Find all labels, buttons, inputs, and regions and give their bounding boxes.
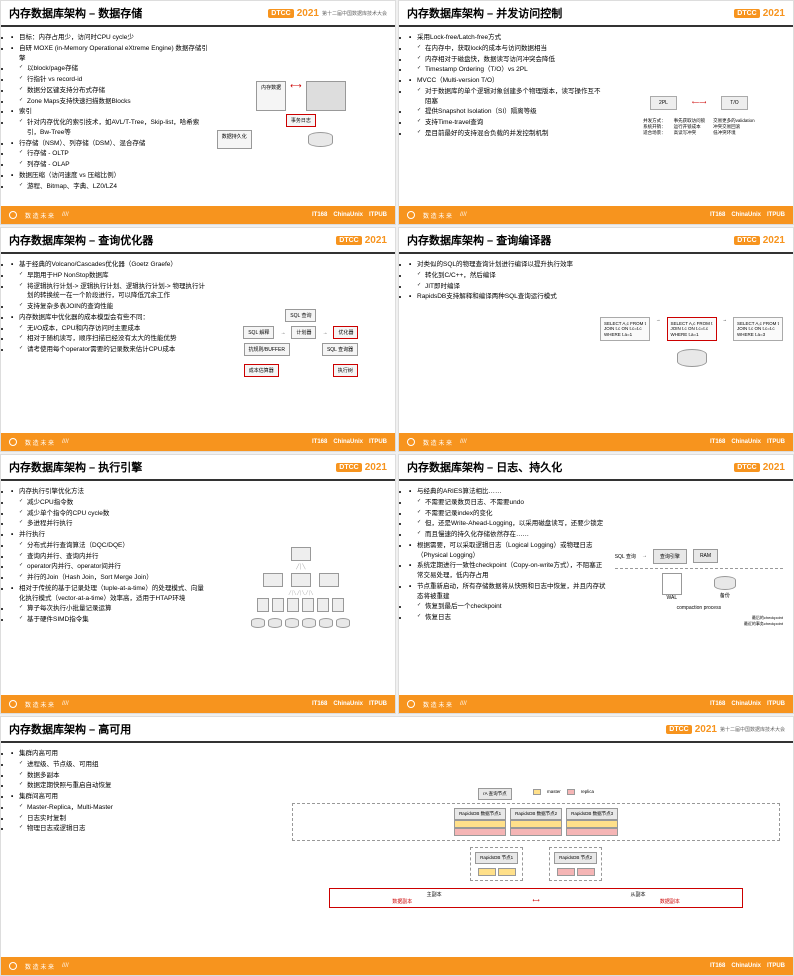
diagram: SQL 查询 SQL 解释→计划器→优化器 抗规则/BUFFERSQL 查询器 … — [217, 260, 385, 426]
bullet-item: 分布式并行查询算法（DQC/DQE） — [11, 541, 209, 551]
bullet-item: 列存储 - OLAP — [11, 160, 209, 170]
bullet-item: 减少单个指令的CPU cycle数 — [11, 509, 209, 519]
bullet-item: 查询内并行、查询内并行 — [11, 552, 209, 562]
bullet-item: 在内存中，获取lock的成本与访问数据相当 — [409, 44, 607, 54]
bullets: 与经典的ARIES算法相比……不需要记录数页日志、不需要undo不需要记录ind… — [409, 487, 607, 688]
bullet-item: 相对于随机读写，顺序扫描已经没有太大的性能优势 — [11, 334, 209, 344]
bullet-item: RapidsDB支持解释和编译两种SQL查询运行模式 — [409, 292, 592, 302]
slide-storage: 内存数据库架构 – 数据存储 DTCC 2021 第十二届中国数据库技术大会 目… — [0, 0, 396, 225]
bullet-item: 多进程并行执行 — [11, 519, 209, 529]
bullet-item: 根据需要，可以采取逻辑日志（Logical Logging）或物理日志（Phys… — [409, 541, 607, 561]
bullet-item: 提供Snapshot Isolation（SI）隔离等级 — [409, 107, 607, 117]
footer: 数 造 未 来//// IT168ChinaUnixITPUB — [1, 206, 395, 224]
slide-logging: 内存数据库架构 – 日志、持久化DTCC2021 与经典的ARIES算法相比……… — [398, 454, 794, 714]
bullet-item: 内存执行引擎优化方法 — [11, 487, 209, 497]
bullet-item: 对类似的SQL的物理查询计划进行编译以提升执行效率 — [409, 260, 592, 270]
slide-optimizer: 内存数据库架构 – 查询优化器DTCC2021 基于经典的Volcano/Cas… — [0, 227, 396, 452]
bullet-item: 内存相对于磁盘快，数据读写访问冲突会降低 — [409, 55, 607, 65]
bullet-item: 不需要记录index的变化 — [409, 509, 607, 519]
slide-concurrency: 内存数据库架构 – 并发访问控制 DTCC2021 采用Lock-free/La… — [398, 0, 794, 225]
bullet-item: 针对内存优化的索引技术，如AVL/T-Tree，Skip-list，哈希索引，B… — [11, 118, 209, 138]
bullet-item: 游程、Bitmap、字典、LZ0/LZ4 — [11, 182, 209, 192]
slide-execution: 内存数据库架构 – 执行引擎DTCC2021 内存执行引擎优化方法减少CPU指令… — [0, 454, 396, 714]
diagram: ╱│╲ ╱│╲ ╱│╲ ╱│╲ — [217, 487, 385, 688]
diagram: rA 查询节点 masterreplica RapidsDB 数据节点1 Rap… — [289, 749, 783, 950]
bullet-item: 并行执行 — [11, 530, 209, 540]
bullet-item: 基于硬件SIMD指令集 — [11, 615, 209, 625]
bullet-item: 并行的Join（Hash Join，Sort Merge Join） — [11, 573, 209, 583]
bullet-item: 减少CPU指令数 — [11, 498, 209, 508]
diagram: 内存数据⟷ 事务日志 数据持久化 — [217, 33, 385, 199]
bullet-item: 索引 — [11, 107, 209, 117]
bullet-item: 不需要记录数页日志、不需要undo — [409, 498, 607, 508]
bullet-item: 支持复杂多表JOIN的查询性能 — [11, 302, 209, 312]
bullet-item: 系统定期进行一致性checkpoint（Copy-on-write方式），不阻塞… — [409, 561, 607, 581]
bullet-item: 集群内高可用 — [11, 749, 281, 759]
bullet-item: 物理日志或逻辑日志 — [11, 824, 281, 834]
bullet-item: 行指针 vs record-id — [11, 75, 209, 85]
bullet-item: 以block/page存储 — [11, 64, 209, 74]
bullet-item: 节点重新启动，所有存储数据将从快照和日志中恢复，并且内存状态将被重建 — [409, 582, 607, 602]
bullet-item: 而且慢速的持久化存储依然存在…… — [409, 530, 607, 540]
bullets: 采用Lock-free/Latch-free方式在内存中，获取lock的成本与访… — [409, 33, 607, 199]
bullet-item: 数据定期快照与重启自动恢复 — [11, 781, 281, 791]
title: 内存数据库架构 – 数据存储 — [9, 5, 142, 21]
bullet-item: 是目前最好的支持混合负载的并发控制机制 — [409, 129, 607, 139]
bullets: 对类似的SQL的物理查询计划进行编译以提升执行效率转化到C/C++，然后编译JI… — [409, 260, 592, 426]
diagram: 2PL⟵⟶T/O 并发方式：事先获取访问锁交易更多的validation 系统开… — [615, 33, 783, 199]
bullet-item: 恢复日志 — [409, 613, 607, 623]
bullet-item: 与经典的ARIES算法相比…… — [409, 487, 607, 497]
bullet-item: Timestamp Ordering（T/O）vs 2PL — [409, 65, 607, 75]
bullet-item: 请考使用每个operator需要的记录数来估计CPU成本 — [11, 345, 209, 355]
bullet-item: 行存储（NSM）、列存储（DSM）、混合存储 — [11, 139, 209, 149]
bullet-item: 但，还是Write-Ahead-Logging，以采用磁盘读写，还要少锁定 — [409, 519, 607, 529]
diagram: SQL 查询→查询引擎RAM WAL 备份 compaction process… — [615, 487, 783, 688]
bullets: 内存执行引擎优化方法减少CPU指令数减少单个指令的CPU cycle数多进程并行… — [11, 487, 209, 688]
bullets: 目标：内存占用少，访问时CPU cycle少自研 MOXE (in-Memory… — [11, 33, 209, 199]
bullet-item: Master-Replica，Multi-Master — [11, 803, 281, 813]
bullet-item: 采用Lock-free/Latch-free方式 — [409, 33, 607, 43]
logo: DTCC 2021 第十二届中国数据库技术大会 — [268, 8, 387, 19]
bullet-item: Zone Maps支持快速扫描数据Blocks — [11, 97, 209, 107]
bullet-item: 算子每次执行小批量记录运算 — [11, 604, 209, 614]
bullet-item: 目标：内存占用少，访问时CPU cycle少 — [11, 33, 209, 43]
bullet-item: 日志实时复制 — [11, 814, 281, 824]
slide-ha: 内存数据库架构 – 高可用DTCC2021第十二届中国数据库技术大会 集群内高可… — [0, 716, 794, 976]
bullet-item: JIT即时编译 — [409, 282, 592, 292]
bullet-item: 行存储 - OLTP — [11, 149, 209, 159]
bullet-item: 自研 MOXE (in-Memory Operational eXtreme E… — [11, 44, 209, 64]
bullet-item: 无I/O成本，CPU和内存访问时主要成本 — [11, 324, 209, 334]
bullet-item: 数据分区键支持分布式存储 — [11, 86, 209, 96]
bullet-item: 集群间高可用 — [11, 792, 281, 802]
bullet-item: 进程级、节点级、可用组 — [11, 760, 281, 770]
bullet-item: 数据压缩（访问速度 vs 压缩比例） — [11, 171, 209, 181]
bullet-item: 对于数据库的单个逻辑对象创建多个物理版本，读写操作互不阻塞 — [409, 87, 607, 107]
bullet-item: 基于经典的Volcano/Cascades优化器（Goetz Graefe） — [11, 260, 209, 270]
bullet-item: 支持Time-travel查询 — [409, 118, 607, 128]
bullet-item: 早期用于HP NonStop数据库 — [11, 271, 209, 281]
bullet-item: 相对于传统的基于记录处理（tuple-at-a-time）的处理模式、向量化执行… — [11, 584, 209, 604]
diagram: SELECT A,c FROM t JOIN t.c ON t.c=t.c WH… — [600, 260, 783, 426]
bullet-item: operator内并行、operator间并行 — [11, 562, 209, 572]
bullet-item: 内存数据库中优化器的成本模型会有些不同： — [11, 313, 209, 323]
bullet-item: 恢复到最后一个checkpoint — [409, 602, 607, 612]
header: 内存数据库架构 – 数据存储 DTCC 2021 第十二届中国数据库技术大会 — [1, 1, 395, 27]
bullet-item: 转化到C/C++，然后编译 — [409, 271, 592, 281]
bullets: 基于经典的Volcano/Cascades优化器（Goetz Graefe）早期… — [11, 260, 209, 426]
bullet-item: MVCC（Multi-version T/O） — [409, 76, 607, 86]
slide-compiler: 内存数据库架构 – 查询编译器DTCC2021 对类似的SQL的物理查询计划进行… — [398, 227, 794, 452]
bullet-item: 数据多副本 — [11, 771, 281, 781]
bullets: 集群内高可用进程级、节点级、可用组数据多副本数据定期快照与重启自动恢复集群间高可… — [11, 749, 281, 950]
bullet-item: 将逻辑执行计划-> 逻辑执行计划、逻辑执行计划-> 物理执行计划的转换统一在一个… — [11, 282, 209, 302]
